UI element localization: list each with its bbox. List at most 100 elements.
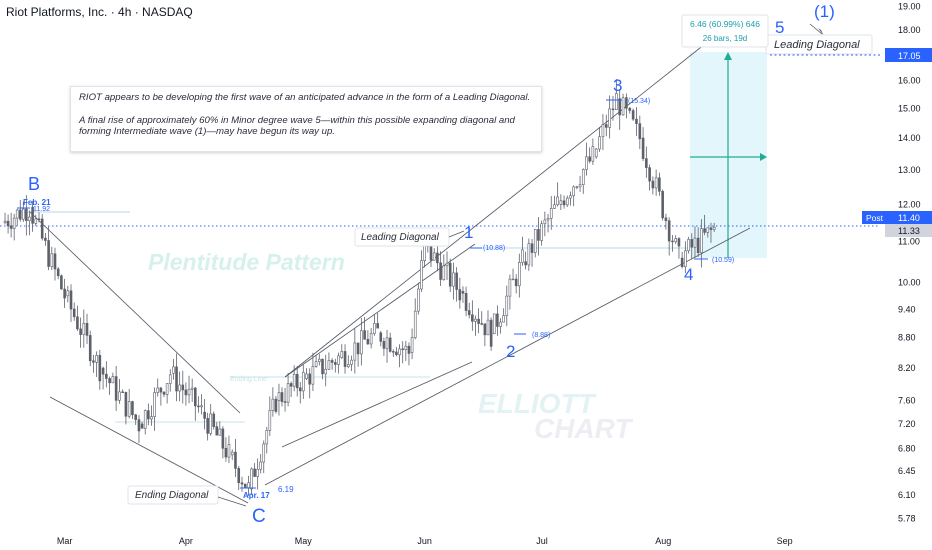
candle-body (420, 260, 423, 290)
ending-line-label: Ending Line (230, 376, 267, 383)
candle-body (187, 388, 191, 396)
wave-3-label: 3 (613, 76, 622, 95)
candle-body (601, 124, 605, 138)
candle-body (712, 226, 716, 230)
price-axis[interactable]: 19.00 18.00 16.00 15.00 14.00 13.00 12.00 11.00… (880, 0, 932, 550)
candle-body (448, 262, 452, 287)
candle-body (292, 373, 296, 387)
ending-diagonal-lower (49, 396, 249, 504)
analysis-note[interactable]: RIOT appears to be developing the first … (70, 86, 542, 152)
candle-body (615, 93, 618, 111)
candle-body (127, 401, 131, 417)
candle-body (118, 391, 121, 401)
candle-body (631, 110, 635, 120)
projection-change: 6.46 (60.99%) 646 (690, 19, 760, 29)
candle-body (178, 384, 181, 392)
candle-body (502, 315, 505, 323)
candle-body (240, 482, 244, 485)
candle-body (489, 319, 493, 347)
candle-body (98, 355, 102, 382)
candle-body (12, 217, 16, 229)
candle-body (533, 229, 537, 253)
candle-body (218, 428, 222, 436)
ending-diagonal-box[interactable] (127, 485, 219, 505)
price-axis-bg[interactable] (880, 0, 932, 550)
candle-body (635, 118, 638, 124)
candle-body (677, 238, 681, 247)
candle-body (334, 362, 337, 365)
candle-body (271, 398, 275, 411)
candle-body (366, 338, 370, 345)
projection-label-box[interactable] (681, 14, 769, 48)
wave-2-price: (8.88) (532, 332, 550, 339)
candle-body (388, 337, 392, 352)
candle-body (101, 367, 105, 375)
candle-body (492, 313, 496, 335)
candle-body (131, 401, 134, 416)
candle-body (373, 323, 376, 334)
candle-body (709, 227, 713, 230)
candle-body (588, 156, 591, 162)
candle-body (514, 278, 518, 287)
time-axis[interactable]: Mar Apr May Jun Jul Aug Sep (0, 530, 880, 550)
candle-body (511, 278, 515, 281)
candle-body (265, 430, 269, 445)
wave-5-degree: (1) (814, 2, 835, 21)
time-tick-label: Mar (57, 536, 73, 546)
candle-body (471, 314, 474, 322)
candle-body (461, 291, 465, 294)
candle-body (237, 468, 241, 484)
candle-body (318, 358, 321, 363)
pivot-markers (17, 99, 708, 489)
candle-body (499, 321, 502, 327)
post-price-badge (862, 211, 932, 224)
candle-body (654, 177, 658, 189)
price-tick-label: 7.60 (898, 396, 916, 406)
time-tick-label: Sep (777, 536, 793, 546)
candle-body (486, 319, 490, 336)
candle-body (147, 410, 150, 420)
candle-body (53, 253, 57, 270)
candle-body (452, 272, 455, 287)
candle-body (664, 217, 668, 221)
candle-body (356, 342, 360, 355)
candle-body (308, 373, 312, 385)
candle-body (667, 220, 671, 242)
note-paragraph-1: RIOT appears to be developing the first … (79, 92, 531, 103)
price-tick-label: 11.00 (898, 237, 920, 247)
time-tick-label: May (295, 536, 313, 546)
projection-arrow-head (724, 52, 732, 60)
time-axis-bg[interactable] (0, 530, 880, 550)
candle-body (92, 360, 95, 363)
candle-body (439, 262, 442, 280)
candle-body (137, 419, 141, 432)
plentitude-watermark: Plentitude Pattern (148, 249, 345, 275)
candle-body (480, 323, 484, 325)
candle-body (611, 108, 615, 111)
candle-body (505, 295, 509, 316)
candle-body (690, 239, 694, 248)
candle-body (455, 272, 458, 290)
candle-body (72, 308, 76, 318)
wave-1-price: (10.88) (483, 245, 505, 252)
candle-body (413, 310, 417, 339)
leading-diagonal-lower (264, 227, 751, 486)
candle-body (621, 97, 625, 116)
wave1-diagonal-lower (281, 361, 473, 448)
candle-body (546, 218, 550, 221)
candle-body (594, 148, 598, 158)
price-tick-label: 8.20 (898, 363, 916, 373)
candle-body (330, 360, 334, 363)
candle-body (658, 177, 661, 192)
candle-body (521, 249, 524, 263)
candle-body (234, 451, 237, 469)
wave-4-label: 4 (684, 265, 693, 284)
wave-b-label: B (28, 174, 40, 194)
candle-body (353, 342, 357, 361)
candle-body (661, 190, 664, 219)
candle-body (121, 391, 124, 393)
candle-body (392, 351, 395, 353)
candle-body (143, 410, 147, 429)
candle-body (537, 229, 540, 241)
